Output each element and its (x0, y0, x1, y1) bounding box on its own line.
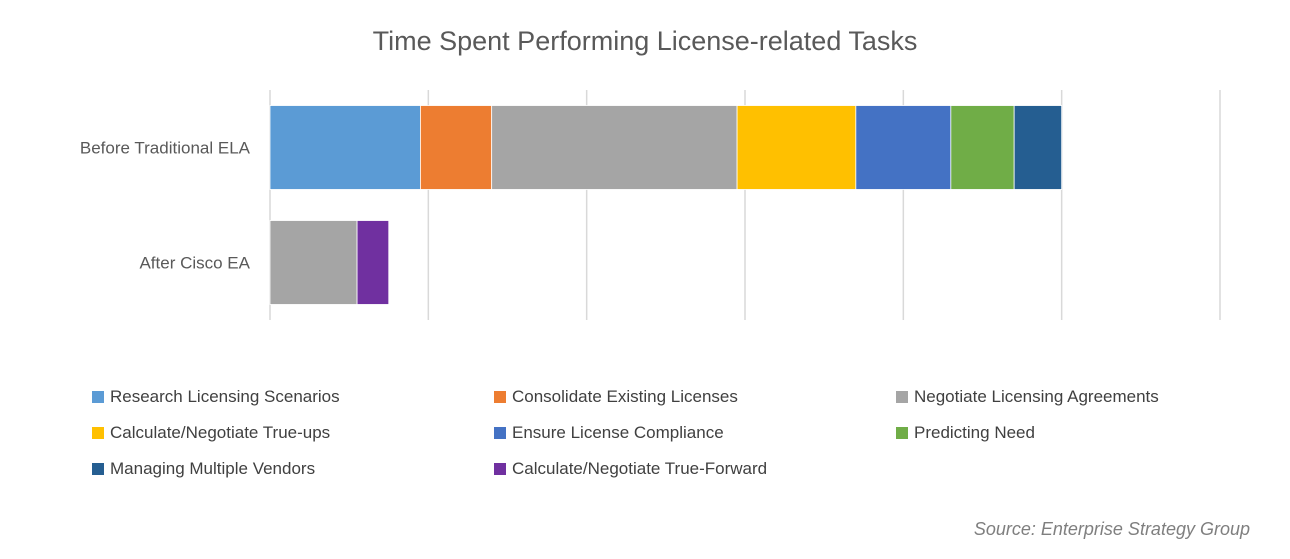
chart-plot: Before Traditional ELA After Cisco EA (80, 90, 1221, 320)
legend-label: Ensure License Compliance (512, 423, 724, 442)
legend-label: Negotiate Licensing Agreements (914, 387, 1159, 406)
legend-item: Managing Multiple Vendors (92, 458, 494, 480)
legend-swatch (494, 427, 506, 439)
legend-item: Consolidate Existing Licenses (494, 386, 896, 408)
bar-segment (1013, 105, 1063, 190)
bar-segment (736, 105, 857, 190)
bar-segment (950, 105, 1015, 190)
legend-swatch (494, 391, 506, 403)
legend-swatch (92, 391, 104, 403)
legend-swatch (896, 391, 908, 403)
legend-label: Calculate/Negotiate True-Forward (512, 459, 768, 478)
legend-item: Research Licensing Scenarios (92, 386, 494, 408)
bar-segment (269, 105, 421, 190)
legend-label: Calculate/Negotiate True-ups (110, 423, 331, 442)
legend-item: Calculate/Negotiate True-ups (92, 422, 494, 444)
legend-label: Predicting Need (914, 423, 1035, 442)
legend-item: Negotiate Licensing Agreements (896, 386, 1232, 408)
legend-label: Research Licensing Scenarios (110, 387, 340, 406)
legend: Research Licensing Scenarios Consolidate … (92, 386, 1232, 480)
category-labels: Before Traditional ELA After Cisco EA (80, 139, 251, 273)
category-label: After Cisco EA (139, 254, 250, 273)
bars (269, 105, 1063, 305)
legend-item: Predicting Need (896, 422, 1232, 444)
bar-segment (356, 220, 390, 305)
bar-segment (855, 105, 952, 190)
chart-title: Time Spent Performing License-related Ta… (372, 26, 918, 56)
bar-segment (491, 105, 738, 190)
legend-swatch (896, 427, 908, 439)
bar-segment (269, 220, 358, 305)
legend-swatch (494, 463, 506, 475)
category-label: Before Traditional ELA (80, 139, 251, 158)
legend-label: Consolidate Existing Licenses (512, 387, 738, 406)
legend-swatch (92, 427, 104, 439)
legend-label: Managing Multiple Vendors (110, 459, 316, 478)
bar-segment (420, 105, 493, 190)
source-note: Source: Enterprise Strategy Group (973, 519, 1250, 539)
legend-item: Calculate/Negotiate True-Forward (494, 458, 896, 480)
legend-swatch (92, 463, 104, 475)
legend-item: Ensure License Compliance (494, 422, 896, 444)
